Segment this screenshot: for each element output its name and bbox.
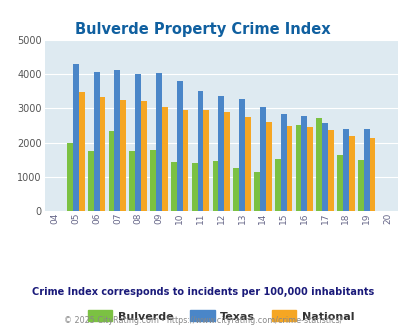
Bar <box>150 150 156 211</box>
Bar <box>182 110 188 211</box>
Bar <box>363 129 369 211</box>
Bar <box>218 96 224 211</box>
Bar <box>265 122 271 211</box>
Bar <box>141 101 147 211</box>
Bar <box>254 172 259 211</box>
Bar <box>369 138 375 211</box>
Bar <box>203 110 209 211</box>
Bar <box>244 117 250 211</box>
Bar <box>239 99 244 211</box>
Legend: Bulverde, Texas, National: Bulverde, Texas, National <box>83 306 358 326</box>
Bar <box>212 161 218 211</box>
Bar <box>280 114 286 211</box>
Text: Bulverde Property Crime Index: Bulverde Property Crime Index <box>75 22 330 37</box>
Bar <box>129 151 135 211</box>
Bar <box>73 64 79 211</box>
Bar <box>191 163 197 211</box>
Bar <box>79 92 84 211</box>
Bar <box>94 72 99 211</box>
Bar <box>337 155 342 211</box>
Bar <box>87 151 94 211</box>
Bar <box>295 125 301 211</box>
Bar <box>176 81 182 211</box>
Bar <box>120 100 126 211</box>
Bar <box>135 74 141 211</box>
Bar <box>307 127 312 211</box>
Bar <box>274 159 280 211</box>
Bar <box>327 130 333 211</box>
Bar <box>109 131 114 211</box>
Bar <box>301 116 307 211</box>
Bar <box>259 107 265 211</box>
Bar <box>315 117 322 211</box>
Bar <box>99 97 105 211</box>
Bar <box>342 129 348 211</box>
Bar <box>233 168 239 211</box>
Bar <box>348 136 354 211</box>
Bar <box>197 91 203 211</box>
Bar <box>224 112 229 211</box>
Bar <box>67 143 73 211</box>
Bar <box>171 162 176 211</box>
Bar <box>162 107 167 211</box>
Bar <box>286 126 292 211</box>
Text: © 2025 CityRating.com - https://www.cityrating.com/crime-statistics/: © 2025 CityRating.com - https://www.city… <box>64 316 341 325</box>
Bar <box>322 123 327 211</box>
Text: Crime Index corresponds to incidents per 100,000 inhabitants: Crime Index corresponds to incidents per… <box>32 287 373 297</box>
Bar <box>357 160 363 211</box>
Bar <box>156 73 162 211</box>
Bar <box>114 71 120 211</box>
